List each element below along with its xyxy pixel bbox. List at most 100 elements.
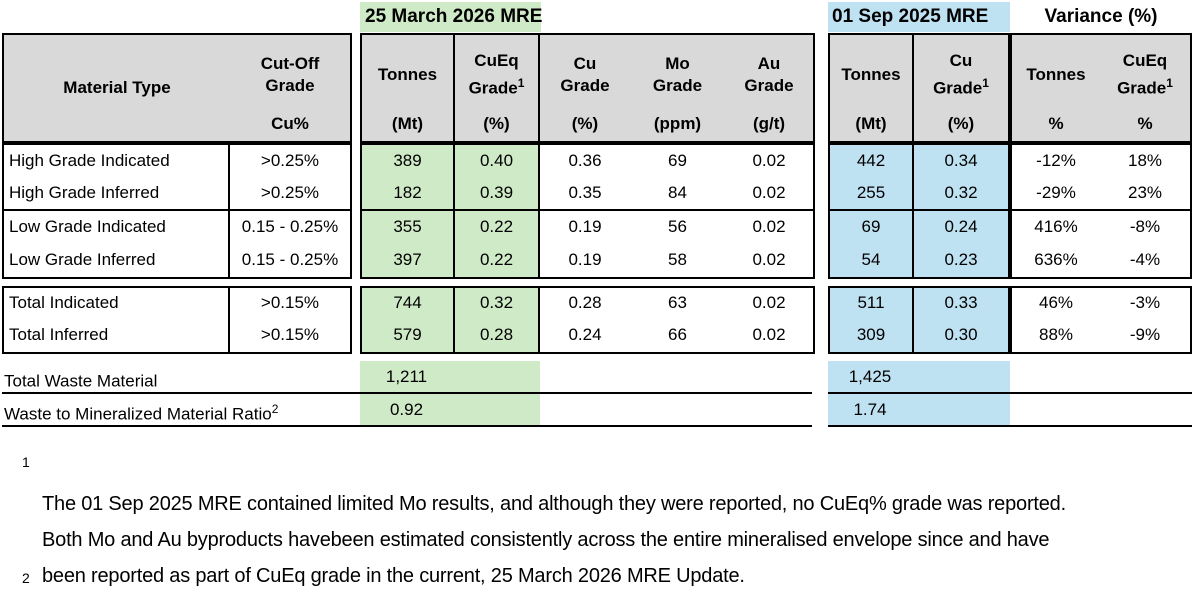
col-label: CuEq bbox=[474, 50, 519, 70]
cell-tonnes: 389 bbox=[362, 145, 455, 178]
material-type-header-cell: Material Type bbox=[4, 35, 230, 141]
current-mre-header-box: Tonnes (Mt) CuEq Grade1 (%) Cu Grade (%)… bbox=[360, 33, 815, 143]
cell-material: Low Grade Indicated bbox=[4, 211, 230, 244]
col-label: CuEq bbox=[1122, 50, 1168, 70]
footnote-1-number: 1 bbox=[22, 454, 30, 470]
table-row: 255 0.32 bbox=[830, 178, 1008, 211]
previous-mre-data-box: 442 0.34 255 0.32 69 0.24 54 0.23 bbox=[828, 143, 1010, 279]
waste-ratio-row: 1.74 bbox=[828, 394, 1192, 427]
header-prev-cu-grade: Cu Grade1 (%) bbox=[914, 35, 1008, 141]
table-row: 69 0.24 bbox=[830, 211, 1008, 244]
cell-au: 0.02 bbox=[752, 325, 786, 344]
cell-au: 0.02 bbox=[752, 151, 786, 170]
footnote-1: 1 The 01 Sep 2025 MRE contained limited M… bbox=[22, 450, 1177, 594]
cell-cutoff: 0.15 - 0.25% bbox=[241, 217, 339, 236]
previous-mre-title-band: 01 Sep 2025 MRE bbox=[828, 2, 1010, 32]
cutoff-label-line2: Grade bbox=[265, 75, 315, 95]
col-unit: (%) bbox=[483, 114, 510, 133]
table-row: 397 0.22 0.19 58 0.02 bbox=[362, 244, 813, 277]
cell-cutoff: >0.25% bbox=[260, 151, 320, 170]
cell-cueq: 0.40 bbox=[455, 145, 540, 178]
table-row: 511 0.33 bbox=[830, 288, 1008, 320]
table-row: High Grade Indicated >0.25% bbox=[4, 145, 350, 178]
cell-prev-cu: 0.23 bbox=[914, 244, 1008, 277]
cell-var-tonnes: -29% bbox=[1036, 183, 1076, 202]
cell-cu: 0.24 bbox=[568, 325, 602, 344]
footnote-2-number: 2 bbox=[22, 570, 30, 586]
table-row: 54 0.23 bbox=[830, 244, 1008, 277]
totals-current-box: 744 0.32 0.28 63 0.02 579 0.28 0.24 66 0.02 bbox=[360, 286, 815, 354]
footnote-ref-1: 1 bbox=[982, 75, 989, 90]
material-type-header-box: Material Type Cut-Off Grade Cu% bbox=[2, 33, 352, 143]
cell-cueq: 0.22 bbox=[455, 244, 540, 277]
waste-current-cell: 1,211 bbox=[360, 361, 540, 392]
cell-cutoff: >0.15% bbox=[260, 325, 320, 344]
col-label: Tonnes bbox=[377, 64, 438, 84]
cell-mo: 58 bbox=[668, 250, 687, 269]
table-row: 744 0.32 0.28 63 0.02 bbox=[362, 288, 813, 320]
cell-au: 0.02 bbox=[752, 250, 786, 269]
table-row: 636% -4% bbox=[1012, 244, 1190, 277]
waste-row: 1,425 bbox=[828, 361, 1192, 394]
col-label-line2: Grade1 bbox=[1117, 75, 1173, 98]
footnote-ref-2: 2 bbox=[271, 402, 279, 416]
cell-cueq: 0.32 bbox=[455, 288, 540, 320]
cell-tonnes: 182 bbox=[362, 178, 455, 209]
cell-prev-tonnes: 309 bbox=[830, 320, 914, 352]
cell-var-tonnes: 416% bbox=[1034, 217, 1078, 236]
col-label: Au bbox=[757, 53, 781, 73]
col-unit: % bbox=[1048, 114, 1064, 133]
variance-title: Variance (%) bbox=[1044, 6, 1158, 27]
col-label-line2: Grade bbox=[560, 75, 610, 95]
waste-ratio-row: Waste to Mineralized Material Ratio2 0.9… bbox=[2, 394, 812, 427]
cell-prev-cu: 0.33 bbox=[914, 288, 1008, 320]
cell-material: High Grade Inferred bbox=[4, 178, 230, 209]
table-row: 88% -9% bbox=[1012, 320, 1190, 352]
cell-mo: 66 bbox=[668, 325, 687, 344]
cell-mo: 84 bbox=[668, 183, 687, 202]
cell-cueq: 0.28 bbox=[455, 320, 540, 352]
col-label: Tonnes bbox=[1026, 64, 1086, 84]
cell-cueq: 0.39 bbox=[455, 178, 540, 209]
cell-prev-cu: 0.24 bbox=[914, 211, 1008, 244]
cell-mo: 69 bbox=[668, 151, 687, 170]
table-row: High Grade Inferred >0.25% bbox=[4, 178, 350, 211]
cell-prev-tonnes: 69 bbox=[830, 211, 914, 244]
cell-tonnes: 579 bbox=[362, 320, 455, 352]
header-au-grade: Au Grade (g/t) bbox=[725, 35, 813, 141]
header-var-tonnes: Tonnes % bbox=[1012, 35, 1100, 141]
current-mre-data-box: 389 0.40 0.36 69 0.02 182 0.39 0.35 84 0.02 355 0… bbox=[360, 143, 815, 279]
cell-cu: 0.28 bbox=[568, 293, 602, 312]
table-row: 416% -8% bbox=[1012, 211, 1190, 244]
cell-var-cueq: -8% bbox=[1129, 217, 1161, 236]
col-label-line2: Grade bbox=[652, 75, 703, 95]
cutoff-grade-header-cell: Cut-Off Grade Cu% bbox=[230, 35, 350, 141]
table-row: -12% 18% bbox=[1012, 145, 1190, 178]
col-unit: % bbox=[1137, 114, 1153, 133]
variance-header-box: Tonnes % CuEq Grade1 % bbox=[1010, 33, 1192, 143]
totals-variance-box: 46% -3% 88% -9% bbox=[1010, 286, 1192, 354]
cell-var-cueq: -9% bbox=[1129, 325, 1161, 344]
waste-ratio-current-value: 0.92 bbox=[389, 400, 424, 419]
table-row: 579 0.28 0.24 66 0.02 bbox=[362, 320, 813, 352]
waste-current-value: 1,211 bbox=[385, 367, 428, 386]
cell-prev-cu: 0.34 bbox=[914, 145, 1008, 178]
cell-cutoff: 0.15 - 0.25% bbox=[241, 250, 339, 269]
header-tonnes: Tonnes (Mt) bbox=[362, 35, 455, 141]
cell-var-cueq: 23% bbox=[1127, 183, 1163, 202]
col-unit: (Mt) bbox=[855, 114, 887, 133]
col-label-line2: Grade1 bbox=[468, 75, 525, 98]
cell-material: High Grade Indicated bbox=[4, 145, 230, 178]
cell-var-tonnes: 88% bbox=[1038, 325, 1074, 344]
cell-cu: 0.35 bbox=[568, 183, 602, 202]
waste-previous-value: 1,425 bbox=[848, 367, 892, 386]
table-row: Low Grade Indicated 0.15 - 0.25% bbox=[4, 211, 350, 244]
cell-var-cueq: 18% bbox=[1127, 151, 1163, 170]
col-label: Cu bbox=[949, 50, 973, 70]
table-row: 182 0.39 0.35 84 0.02 bbox=[362, 178, 813, 211]
table-row: 355 0.22 0.19 56 0.02 bbox=[362, 211, 813, 244]
table-row: -29% 23% bbox=[1012, 178, 1190, 211]
cell-var-tonnes: -12% bbox=[1036, 151, 1076, 170]
current-mre-title-band: 25 March 2026 MRE bbox=[360, 2, 542, 32]
